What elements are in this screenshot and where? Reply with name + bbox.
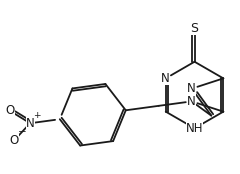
Text: O: O [5, 104, 15, 117]
Text: N: N [187, 82, 196, 95]
Text: −: − [18, 126, 27, 137]
Text: S: S [191, 22, 198, 35]
Text: N: N [187, 95, 196, 108]
Text: NH: NH [186, 122, 203, 135]
Text: N: N [161, 72, 170, 85]
Text: O: O [9, 134, 19, 147]
Text: +: + [33, 111, 41, 120]
Text: N: N [26, 117, 35, 130]
